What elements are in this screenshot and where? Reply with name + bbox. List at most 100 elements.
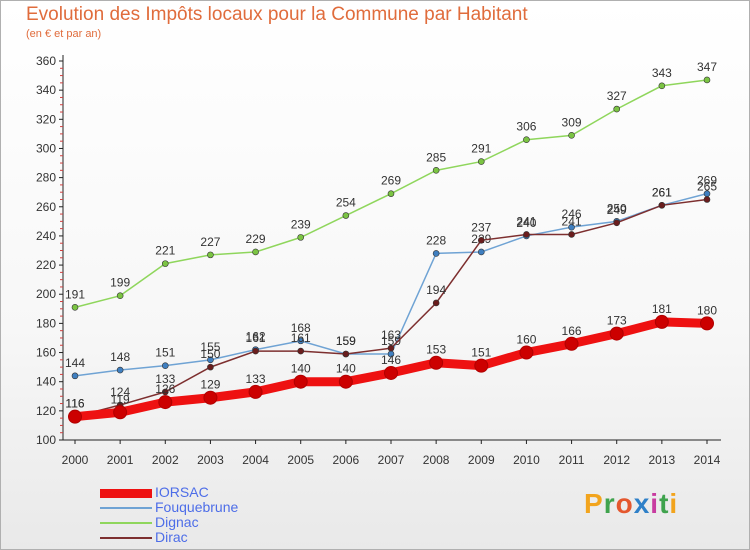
data-label-iorsac: 180 (697, 303, 717, 317)
data-label-dirac: 194 (426, 283, 446, 297)
data-point-fouquebrune (297, 337, 305, 345)
y-tick-label: 280 (36, 171, 56, 185)
data-point-fouquebrune (116, 366, 124, 374)
data-label-dignac: 191 (65, 287, 85, 301)
proxiti-logo: Proxiti (584, 488, 678, 520)
data-label-dignac: 199 (110, 276, 130, 290)
data-label-dirac: 265 (697, 179, 717, 193)
data-point-dignac (71, 304, 79, 311)
data-point-dirac (477, 236, 485, 244)
data-label-fouquebrune: 162 (246, 330, 266, 344)
data-point-dirac (161, 388, 169, 396)
data-point-dirac (252, 347, 259, 355)
data-point-iorsac (474, 358, 489, 373)
data-point-fouquebrune (477, 248, 485, 256)
data-point-dirac (703, 196, 711, 203)
logo-letter: P (584, 488, 604, 519)
data-label-iorsac: 119 (111, 392, 130, 406)
y-tick-label: 240 (36, 229, 56, 243)
data-label-dignac: 347 (697, 60, 717, 74)
legend-swatch-fouquebrune (100, 507, 152, 509)
data-label-iorsac: 160 (516, 333, 536, 347)
data-label-fouquebrune: 148 (110, 350, 130, 364)
data-point-dirac (568, 231, 575, 238)
data-point-iorsac (158, 395, 173, 410)
legend-swatch-dirac (100, 537, 152, 539)
data-label-fouquebrune: 151 (155, 346, 175, 360)
data-label-dignac: 254 (336, 196, 356, 210)
legend-label-dignac: Dignac (155, 514, 199, 530)
data-point-dignac (116, 292, 124, 299)
data-label-fouquebrune: 250 (607, 201, 627, 215)
data-point-fouquebrune (71, 372, 79, 380)
y-tick-label: 100 (36, 433, 56, 447)
x-tick-label: 2006 (333, 453, 360, 467)
data-point-dignac (342, 212, 350, 219)
y-tick-label: 160 (36, 346, 56, 360)
data-label-iorsac: 151 (471, 346, 491, 360)
data-label-fouquebrune: 246 (562, 207, 582, 221)
x-tick-label: 2009 (468, 453, 495, 467)
data-label-dirac: 163 (381, 328, 401, 342)
legend-label-fouquebrune: Fouquebrune (155, 499, 239, 515)
y-tick-label: 220 (36, 258, 56, 272)
x-tick-label: 2002 (152, 453, 179, 467)
data-label-dirac: 159 (336, 334, 356, 348)
data-point-iorsac (609, 326, 624, 341)
legend-label-dirac: Dirac (155, 529, 188, 545)
data-point-iorsac (293, 374, 308, 389)
chart-subtitle: (en € et par an) (26, 28, 102, 40)
data-point-dignac (523, 136, 530, 144)
data-label-dirac: 116 (65, 397, 84, 411)
data-label-dignac: 343 (652, 66, 672, 80)
data-label-dignac: 227 (200, 235, 220, 249)
data-label-dirac: 124 (110, 385, 130, 399)
x-tick-label: 2011 (559, 453, 585, 467)
data-label-iorsac: 146 (381, 353, 401, 367)
logo-letter: r (603, 488, 616, 519)
x-tick-label: 2008 (423, 453, 450, 467)
data-point-dirac (207, 363, 214, 371)
data-point-iorsac (384, 365, 398, 380)
data-label-dignac: 306 (516, 120, 536, 134)
data-point-dignac (161, 260, 169, 267)
logo-letter: o (615, 488, 634, 519)
data-point-dirac (432, 299, 440, 307)
data-label-dignac: 327 (607, 89, 627, 103)
data-label-dirac: 150 (200, 347, 220, 361)
data-point-dirac (613, 219, 621, 227)
data-label-dignac: 285 (426, 150, 446, 164)
y-tick-label: 260 (36, 200, 56, 214)
data-point-dignac (297, 234, 305, 241)
data-point-iorsac (248, 384, 263, 399)
data-point-dignac (703, 76, 711, 84)
y-tick-label: 180 (36, 316, 56, 330)
data-point-dignac (387, 190, 395, 197)
data-point-fouquebrune (568, 223, 575, 231)
data-point-dirac (297, 347, 305, 355)
data-label-dirac: 241 (516, 214, 536, 228)
data-point-dirac (387, 344, 395, 352)
legend-swatch-dignac (100, 522, 152, 524)
data-label-iorsac: 166 (562, 324, 582, 338)
data-label-dignac: 229 (246, 232, 266, 246)
data-point-fouquebrune (161, 362, 169, 369)
data-label-dignac: 239 (291, 217, 311, 231)
y-tick-label: 340 (36, 83, 56, 97)
data-label-iorsac: 129 (200, 378, 220, 392)
data-point-dirac (658, 202, 666, 209)
data-point-fouquebrune (207, 356, 214, 364)
data-point-iorsac (113, 405, 128, 420)
y-tick-label: 320 (36, 112, 56, 126)
data-label-dirac: 161 (246, 331, 266, 345)
x-tick-label: 2014 (694, 453, 721, 467)
data-label-dignac: 221 (155, 244, 175, 258)
data-point-dignac (207, 251, 214, 259)
legend-swatch-iorsac (100, 488, 152, 498)
data-point-iorsac (700, 316, 714, 331)
data-label-iorsac: 173 (607, 314, 627, 328)
data-label-iorsac: 116 (65, 397, 84, 411)
x-tick-label: 2005 (287, 453, 314, 467)
